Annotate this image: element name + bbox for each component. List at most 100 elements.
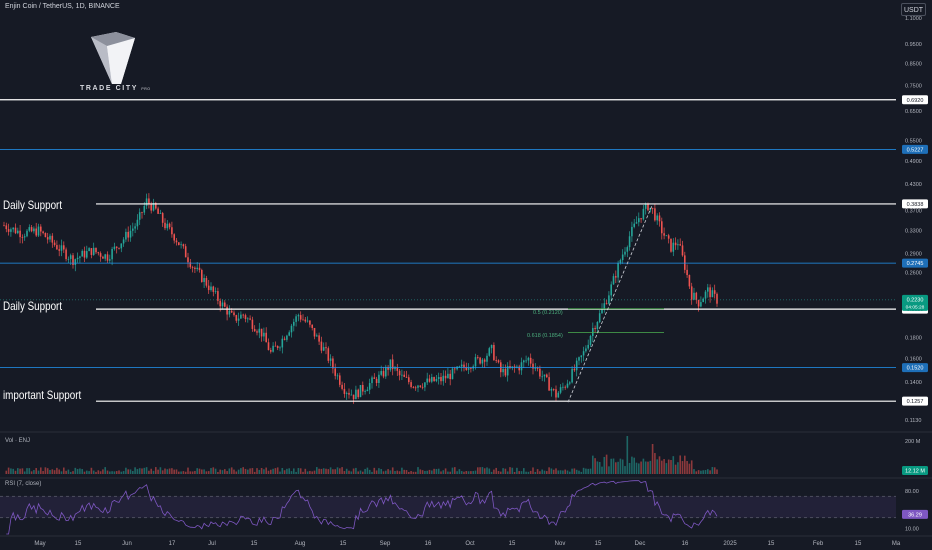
candle-body: [69, 255, 72, 259]
volume-last-text: 12.12 M: [905, 469, 925, 475]
volume-bar: [654, 453, 656, 474]
candle-body: [658, 215, 661, 222]
volume-bar: [30, 471, 33, 474]
candle-body: [644, 203, 647, 209]
candle-body: [37, 226, 40, 236]
volume-bar: [486, 467, 488, 474]
volume-bar: [19, 468, 21, 474]
candle-body: [373, 377, 376, 379]
candle-body: [408, 377, 410, 383]
candle-body: [649, 207, 652, 211]
volume-bar: [380, 469, 382, 474]
level-price-tag-text: 0.1257: [907, 399, 924, 405]
volume-bar: [313, 470, 316, 474]
volume-bar: [500, 471, 502, 474]
candle-body: [686, 269, 688, 276]
price-tick-label: 0.1130: [905, 418, 921, 424]
candle-body: [150, 204, 152, 211]
volume-bar: [612, 458, 615, 474]
volume-bar: [520, 471, 523, 474]
candle-body: [210, 286, 212, 291]
candle-body: [442, 375, 445, 382]
candle-body: [14, 227, 17, 234]
candle-body: [33, 228, 35, 232]
candle-body: [311, 324, 313, 328]
currency-button[interactable]: USDT: [901, 3, 926, 16]
candle-body: [603, 303, 606, 309]
candle-body: [76, 257, 79, 260]
candle-body: [19, 230, 21, 238]
volume-tick-label: 200 M: [905, 439, 921, 445]
volume-bar: [458, 469, 461, 474]
volume-bar: [704, 470, 707, 474]
candle-body: [196, 267, 198, 270]
candle-body: [440, 377, 442, 382]
volume-bar: [111, 471, 113, 474]
price-tick-label: 0.8500: [905, 61, 922, 67]
volume-bar: [541, 469, 543, 474]
volume-bar: [419, 469, 422, 474]
candle-body: [585, 348, 587, 352]
volume-bar: [477, 467, 479, 474]
volume-bar: [127, 469, 129, 474]
candle-body: [251, 319, 254, 329]
candle-body: [695, 292, 698, 301]
volume-bar: [274, 468, 277, 474]
candle-body: [302, 319, 304, 321]
candle-body: [299, 315, 302, 320]
rsi-last-text: 36.29: [908, 512, 922, 518]
candle-body: [679, 244, 681, 246]
volume-bar: [483, 468, 486, 474]
time-tick-label: 15: [595, 541, 602, 547]
candle-body: [258, 328, 261, 333]
price-tick-label: 0.2900: [905, 251, 922, 257]
volume-bar: [546, 471, 548, 474]
important-support-label: important Support: [3, 388, 82, 402]
candles: [3, 193, 718, 404]
volume-bar: [339, 468, 341, 474]
candle-body: [334, 368, 336, 376]
candle-body: [667, 235, 670, 239]
volume-bar: [529, 470, 532, 474]
volume-bar: [343, 471, 346, 474]
candle-body: [260, 328, 263, 337]
volume-bar: [502, 468, 504, 474]
candle-body: [398, 370, 401, 376]
candle-body: [364, 391, 366, 392]
price-tick-label: 0.4300: [905, 182, 922, 188]
volume-bar: [189, 471, 192, 474]
volume-bar: [90, 467, 93, 474]
level-price-tag-text: 0.2745: [907, 261, 924, 267]
candle-body: [304, 319, 307, 322]
volume-bar: [109, 471, 111, 474]
level-price-tag-text: 0.5227: [907, 147, 924, 153]
volume-bar: [164, 468, 166, 474]
candle-body: [201, 269, 203, 282]
candle-body: [569, 382, 571, 384]
volume-bar: [474, 470, 477, 474]
volume-bar: [72, 471, 74, 474]
candle-body: [626, 247, 629, 252]
candle-body: [704, 291, 707, 299]
volume-bar: [408, 471, 410, 474]
time-tick-label: 2025: [723, 541, 737, 547]
candle-body: [654, 208, 656, 221]
volume-bar: [366, 467, 369, 474]
candle-body: [640, 218, 642, 220]
volume-bar: [412, 471, 415, 474]
volume-bar: [352, 468, 355, 474]
candle-body: [157, 208, 159, 214]
rsi-line: [6, 480, 718, 535]
volume-bar: [428, 469, 431, 474]
candle-body: [316, 335, 318, 337]
volume-bar: [601, 466, 603, 474]
candle-body: [601, 308, 603, 314]
price-axis-ticks: 1.1000 0.9500 0.8500 0.7500 0.6500 0.5500 0.49…: [905, 16, 922, 424]
candle-body: [396, 367, 399, 371]
price-tick-label: 0.3700: [905, 208, 922, 214]
candle-body: [12, 227, 14, 230]
volume-bar: [332, 469, 334, 474]
candle-body: [306, 320, 309, 322]
